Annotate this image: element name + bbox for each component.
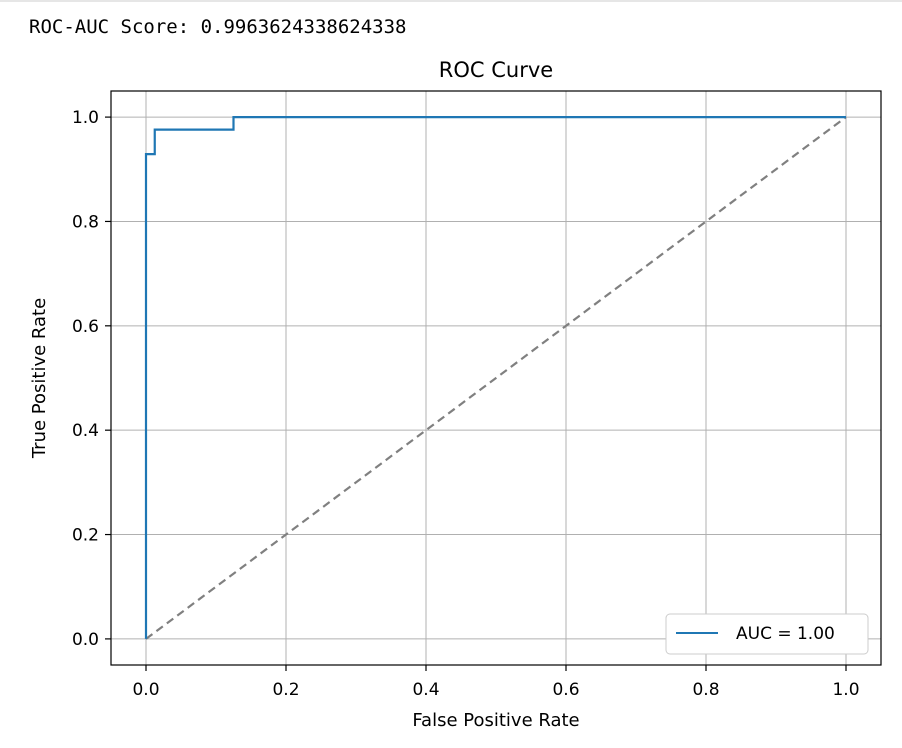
grid-lines	[111, 91, 881, 665]
y-tick-label: 1.0	[72, 108, 99, 128]
roc-curve-line	[144, 115, 846, 639]
x-tick-label: 0.6	[552, 680, 579, 700]
roc-auc-score-output: ROC-AUC Score: 0.9963624338624338	[29, 16, 407, 38]
legend-box	[665, 613, 869, 655]
axis-ticks: 0.0 0.2 0.4 0.6 0.8 1.0 0.0 0.2 0.4 0.6 0.8 1.0	[72, 108, 860, 700]
series-lines	[144, 115, 847, 640]
y-tick-label: 0.6	[72, 317, 99, 337]
legend-label: AUC = 1.00	[736, 624, 835, 644]
legend: AUC = 1.00	[665, 613, 869, 655]
x-tick-label: 0.8	[692, 680, 719, 700]
chance-diagonal-line	[145, 116, 847, 640]
y-axis-label: True Positive Rate	[29, 298, 50, 459]
y-tick-label: 0.0	[72, 630, 99, 650]
y-tick-label: 0.2	[72, 526, 99, 546]
y-tick-label: 0.8	[72, 212, 99, 232]
x-axis-label: False Positive Rate	[412, 710, 579, 731]
cell-top-border	[0, 0, 902, 2]
x-tick-label: 0.2	[272, 680, 299, 700]
x-tick-label: 1.0	[832, 680, 859, 700]
y-tick-label: 0.4	[72, 421, 99, 441]
chart-title: ROC Curve	[439, 58, 553, 82]
x-tick-label: 0.0	[132, 680, 159, 700]
plot-frame	[110, 90, 882, 666]
x-tick-label: 0.4	[412, 680, 439, 700]
